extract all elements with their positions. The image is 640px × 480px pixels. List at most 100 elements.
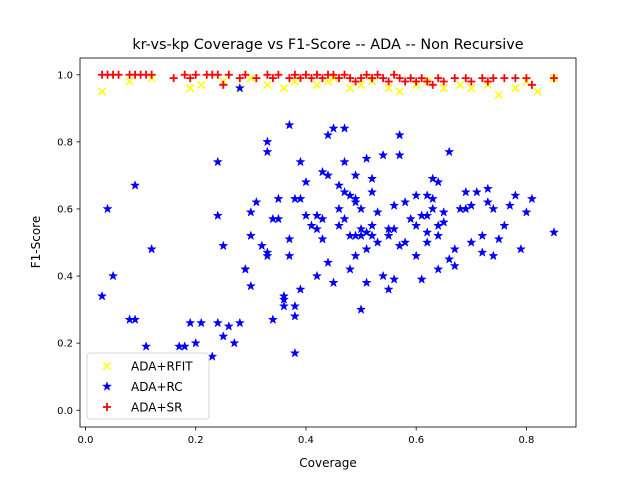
- data-point: [511, 74, 520, 83]
- data-point: [186, 84, 195, 93]
- data-point: [344, 230, 356, 241]
- y-tick-label: 0.8: [57, 137, 73, 148]
- data-point: [197, 80, 206, 89]
- data-point: [147, 70, 156, 79]
- data-point: [328, 123, 339, 133]
- data-point: [256, 240, 267, 251]
- chart-title: kr-vs-kp Coverage vs F1-Score -- ADA -- …: [132, 37, 523, 53]
- data-point: [212, 317, 223, 328]
- data-point: [372, 237, 383, 247]
- x-tick-label: 0.0: [78, 435, 94, 446]
- data-point: [267, 314, 278, 324]
- data-point: [383, 284, 394, 294]
- data-point: [262, 136, 273, 147]
- data-point: [174, 341, 185, 351]
- data-point: [307, 74, 316, 83]
- data-point: [400, 237, 411, 247]
- data-point: [493, 233, 504, 244]
- legend-label: ADA+RFIT: [131, 359, 193, 373]
- data-point: [333, 203, 345, 214]
- data-point: [284, 119, 295, 130]
- data-point: [466, 200, 477, 210]
- data-point: [185, 317, 196, 328]
- data-point: [366, 186, 378, 197]
- data-point: [245, 206, 256, 217]
- data-point: [322, 170, 334, 180]
- data-point: [477, 230, 488, 241]
- data-point: [245, 280, 256, 291]
- x-tick-label: 0.4: [298, 435, 314, 446]
- data-point: [433, 263, 444, 274]
- data-point: [306, 220, 317, 231]
- data-point: [289, 347, 301, 358]
- data-point: [500, 74, 509, 83]
- plot-marks: [96, 70, 560, 361]
- data-point: [322, 257, 334, 267]
- data-point: [97, 87, 107, 96]
- data-point: [412, 77, 421, 86]
- data-point: [252, 74, 261, 83]
- data-point: [422, 210, 433, 221]
- data-point: [527, 80, 536, 89]
- data-point: [439, 77, 448, 86]
- data-point: [366, 220, 378, 231]
- data-point: [394, 149, 405, 160]
- data-point: [467, 77, 476, 86]
- data-point: [533, 87, 542, 96]
- data-point: [333, 220, 345, 231]
- data-point: [378, 270, 389, 281]
- data-point: [169, 74, 178, 83]
- data-point: [361, 277, 372, 288]
- data-point: [434, 74, 443, 83]
- data-point: [368, 74, 377, 83]
- legend-marker: [101, 381, 113, 391]
- data-point: [312, 80, 322, 89]
- data-point: [344, 190, 356, 200]
- data-point: [312, 70, 321, 79]
- data-point: [212, 156, 223, 167]
- data-point: [499, 220, 510, 231]
- data-point: [295, 193, 306, 204]
- data-point: [478, 74, 487, 83]
- data-point: [389, 274, 400, 284]
- data-point: [296, 74, 305, 83]
- data-point: [262, 146, 273, 157]
- data-point: [422, 190, 433, 200]
- data-point: [389, 200, 400, 210]
- data-point: [212, 210, 223, 221]
- data-point: [477, 247, 488, 257]
- data-point: [114, 70, 123, 79]
- data-point: [351, 77, 360, 86]
- data-point: [285, 74, 294, 83]
- data-point: [390, 70, 399, 79]
- data-point: [427, 193, 438, 204]
- data-point: [383, 230, 394, 241]
- legend-marker: [102, 361, 112, 371]
- data-point: [125, 77, 134, 86]
- data-point: [141, 341, 152, 351]
- data-point: [471, 186, 482, 197]
- data-point: [422, 237, 433, 247]
- data-point: [130, 180, 141, 190]
- data-point: [234, 82, 245, 93]
- data-point: [107, 270, 119, 281]
- data-point: [223, 320, 234, 331]
- data-point: [362, 70, 371, 79]
- data-point: [511, 84, 520, 93]
- data-point: [263, 80, 272, 89]
- data-point: [329, 70, 338, 79]
- data-point: [355, 203, 367, 214]
- data-point: [361, 153, 372, 163]
- data-point: [245, 230, 256, 241]
- data-point: [218, 331, 229, 341]
- data-point: [350, 196, 361, 207]
- data-point: [395, 87, 404, 96]
- data-point: [339, 156, 350, 167]
- series-ada-sr: [98, 70, 558, 89]
- data-point: [229, 337, 240, 348]
- data-point: [461, 74, 470, 83]
- y-axis-label: F1-Score: [29, 216, 43, 268]
- data-point: [482, 196, 493, 207]
- data-point: [279, 84, 289, 93]
- data-point: [444, 253, 455, 264]
